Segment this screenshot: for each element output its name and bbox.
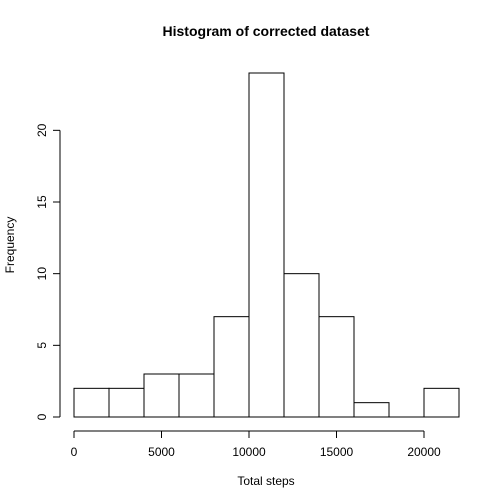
x-tick-label-2: 10000 [232, 445, 266, 459]
y-tick-label-1: 5 [35, 342, 49, 349]
bars-group [73, 72, 460, 418]
chart-title: Histogram of corrected dataset [163, 23, 370, 39]
x-tick-label-3: 15000 [320, 445, 354, 459]
y-tick-label-2: 10 [35, 267, 49, 281]
y-tick-label-0: 0 [35, 413, 49, 420]
x-axis-label: Total steps [237, 474, 294, 488]
histogram-bar-5 [248, 72, 285, 418]
y-tick-label-3: 15 [35, 195, 49, 209]
x-tick-label-0: 0 [71, 445, 78, 459]
y-axis: 0 5 10 15 20 [35, 123, 61, 420]
histogram-bar-2 [143, 373, 180, 418]
histogram-bar-6 [283, 273, 320, 418]
y-tick-label-4: 20 [35, 123, 49, 137]
histogram-bar-7 [318, 316, 355, 418]
y-axis-label: Frequency [3, 217, 17, 274]
histogram-bar-0 [73, 387, 110, 418]
histogram-bar-10 [423, 387, 460, 418]
histogram-bar-1 [108, 387, 145, 418]
histogram-bar-8 [353, 402, 390, 418]
histogram-bar-3 [178, 373, 215, 418]
x-tick-label-4: 20000 [407, 445, 441, 459]
histogram-bar-4 [213, 316, 250, 418]
x-axis: 0 5000 10000 15000 20000 [71, 430, 441, 459]
x-tick-label-1: 5000 [148, 445, 175, 459]
